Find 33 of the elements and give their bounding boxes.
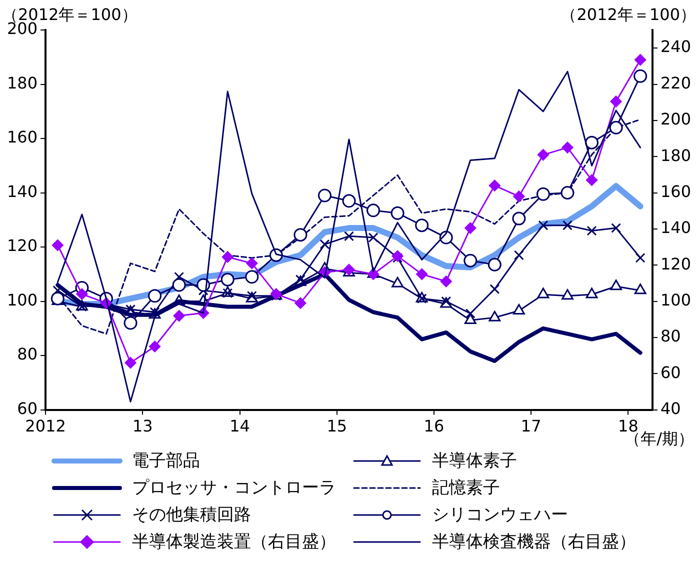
y2-tick-label: 120 bbox=[660, 254, 692, 274]
y-tick-label: 140 bbox=[6, 182, 38, 201]
y2-axis-title: （2012年＝100） bbox=[560, 5, 696, 24]
x-tick-label: 13 bbox=[132, 416, 153, 436]
y2-tick-label: 80 bbox=[660, 326, 681, 346]
legend-label: 半導体検査機器（右目盛） bbox=[432, 531, 636, 553]
y2-tick-label: 140 bbox=[660, 218, 692, 238]
y2-tick-label: 60 bbox=[660, 362, 681, 382]
y2-tick-label: 40 bbox=[660, 398, 681, 418]
y-tick-label: 60 bbox=[17, 398, 38, 418]
legend-label: 半導体製造装置（右目盛） bbox=[132, 531, 336, 553]
y2-tick-label: 200 bbox=[660, 110, 692, 129]
y2-tick-label: 220 bbox=[660, 73, 692, 92]
legend-label: その他集積回路 bbox=[132, 504, 251, 526]
x-tick-label: 14 bbox=[230, 416, 250, 436]
y-tick-label: 120 bbox=[6, 236, 38, 256]
x-tick-label: 17 bbox=[520, 416, 542, 436]
x-tick-label: 2012 bbox=[25, 416, 66, 436]
legend-label: プロセッサ・コントローラ bbox=[132, 477, 336, 499]
y-tick-label: 180 bbox=[6, 73, 38, 92]
y-tick-label: 160 bbox=[6, 128, 38, 147]
x-tick-label: 16 bbox=[424, 416, 444, 436]
legend-label: 電子部品 bbox=[132, 450, 200, 472]
y-tick-label: 100 bbox=[6, 290, 38, 310]
legend-label: 記憶素子 bbox=[432, 477, 500, 499]
y2-tick-label: 100 bbox=[660, 290, 692, 310]
x-tick-label: 15 bbox=[326, 416, 348, 436]
y2-tick-label: 240 bbox=[660, 37, 692, 56]
y2-tick-label: 180 bbox=[660, 146, 692, 165]
legend-label: シリコンウェハー bbox=[432, 504, 568, 526]
legend-label: 半導体素子 bbox=[432, 450, 517, 472]
y-tick-label: 80 bbox=[17, 344, 38, 364]
y2-tick-label: 160 bbox=[660, 182, 692, 201]
